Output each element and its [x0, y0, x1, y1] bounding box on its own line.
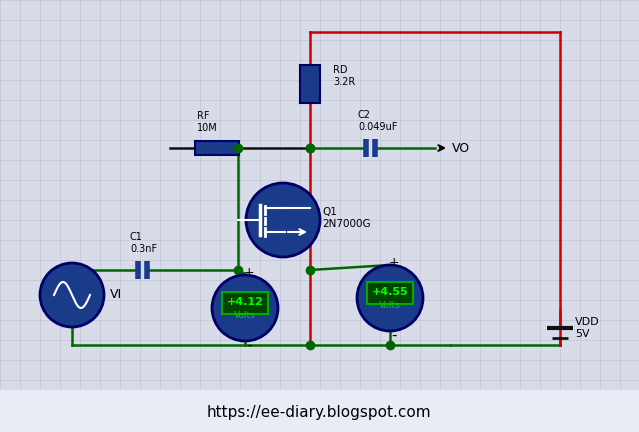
Text: Volts: Volts [379, 302, 401, 311]
Text: VO: VO [452, 142, 470, 155]
Circle shape [357, 265, 423, 331]
Bar [300, 65, 320, 103]
FancyBboxPatch shape [367, 282, 413, 304]
Text: C1
0.3nF: C1 0.3nF [130, 232, 157, 254]
Text: Volts: Volts [234, 311, 256, 321]
Text: https://ee-diary.blogspot.com: https://ee-diary.blogspot.com [206, 404, 431, 419]
Text: +4.12: +4.12 [227, 297, 263, 307]
Circle shape [40, 263, 104, 327]
Circle shape [246, 183, 320, 257]
Text: RF
10M: RF 10M [197, 111, 218, 133]
Text: Q1
2N7000G: Q1 2N7000G [322, 207, 371, 229]
Text: VDD
5V: VDD 5V [575, 317, 599, 339]
Bar [0, 390, 639, 432]
Text: +: + [243, 266, 254, 279]
Circle shape [212, 275, 278, 341]
Text: C2
0.049uF: C2 0.049uF [358, 111, 397, 132]
Text: +4.55: +4.55 [372, 287, 408, 297]
Text: -: - [391, 327, 397, 343]
Text: -: - [246, 337, 252, 353]
Text: VI: VI [110, 289, 122, 302]
FancyBboxPatch shape [222, 292, 268, 314]
Text: +: + [389, 255, 399, 269]
Text: RD
3.2R: RD 3.2R [333, 65, 355, 86]
Bar [195, 141, 239, 155]
